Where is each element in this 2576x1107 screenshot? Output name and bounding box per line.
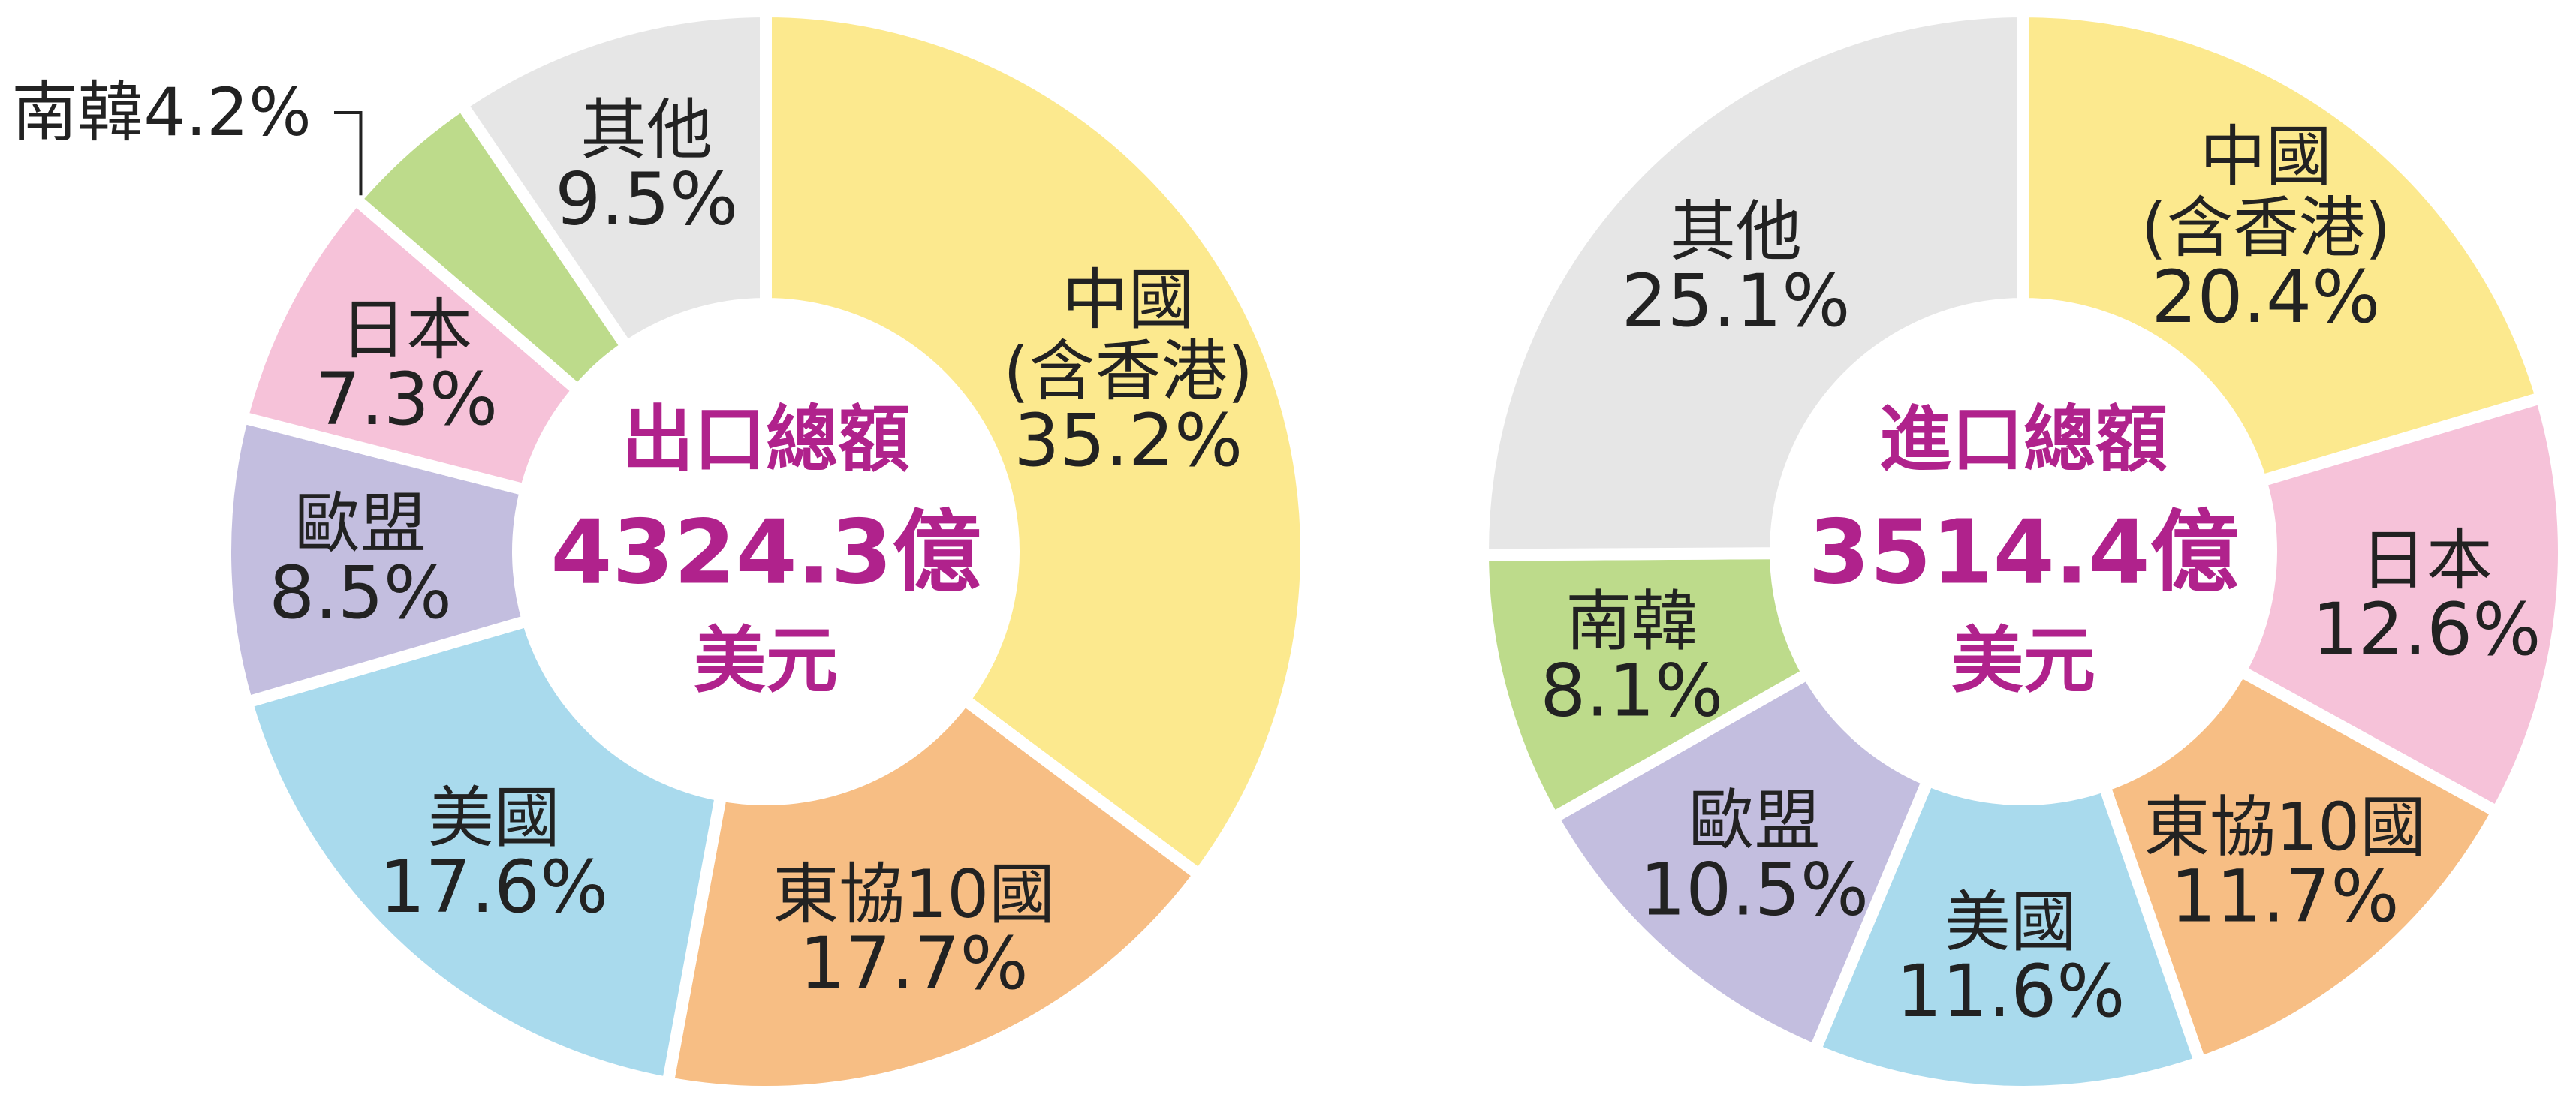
export-slice-2	[239, 613, 728, 1090]
export-slice-value-3: 8.5%	[269, 551, 452, 635]
import-slice-value-2: 11.7%	[2171, 854, 2400, 938]
export-slice-4	[234, 191, 587, 498]
import-slice-label-6-0: 其他	[1670, 193, 1802, 270]
export-slice-value-2: 17.6%	[379, 845, 608, 929]
import-slice-value-4: 10.5%	[1640, 847, 1869, 931]
import-slice-1	[2232, 390, 2570, 820]
export-center-title: 出口總額	[622, 398, 910, 482]
export-slice-label-5: 南韓4.2%	[11, 74, 312, 151]
export-slice-3	[219, 410, 536, 710]
export-slice-label-4-0: 日本	[340, 291, 472, 368]
import-slice-0	[2017, 5, 2550, 489]
import-slice-value-3: 11.6%	[1897, 949, 2126, 1033]
export-center-unit: 美元	[694, 619, 838, 703]
import-slice-value-6: 25.1%	[1621, 259, 1850, 343]
export-slice-1	[661, 691, 1208, 1098]
export-slice-label-3-0: 歐盟	[294, 485, 426, 562]
import-slice-value-5: 8.1%	[1540, 649, 1723, 733]
import-slice-label-0-0: 中國	[2200, 118, 2332, 195]
export-slice-label-1-0: 東協10國	[773, 856, 1055, 933]
import-slice-label-2-0: 東協10國	[2144, 788, 2426, 865]
import-slice-label-5-0: 南韓	[1565, 583, 1698, 660]
import-slice-label-3-0: 美國	[1945, 883, 2077, 961]
import-slice-6	[1477, 5, 2029, 561]
export-slice-label-0-1: (含香港)	[1003, 332, 1253, 410]
export-leader-line	[334, 111, 363, 196]
import-center-unit: 美元	[1951, 619, 2095, 703]
import-slice-value-0: 20.4%	[2151, 255, 2380, 339]
import-slice-label-1-0: 日本	[2361, 522, 2493, 599]
import-slice-label-4-0: 歐盟	[1689, 781, 1821, 859]
import-slice-5	[1476, 547, 1816, 826]
import-slice-label-0-1: (含香港)	[2141, 189, 2391, 266]
import-slice-2	[2096, 663, 2505, 1070]
export-slice-label-0-0: 中國	[1062, 261, 1195, 338]
export-slice-label-6-0: 其他	[580, 91, 713, 168]
export-slice-label-2-0: 美國	[428, 779, 560, 856]
import-slice-3	[1806, 772, 2208, 1098]
import-slice-value-1: 12.6%	[2312, 588, 2541, 672]
export-slice-0	[760, 5, 1312, 883]
export-slice-value-1: 17.7%	[800, 922, 1029, 1006]
export-center-value: 4324.3億	[550, 500, 981, 603]
import-center-title: 進口總額	[1879, 398, 2168, 482]
export-slice-value-0: 35.2%	[1014, 399, 1243, 483]
export-slice-value-4: 7.3%	[315, 357, 498, 441]
import-center-value: 3514.4億	[1808, 500, 2238, 603]
export-slice-6	[453, 5, 772, 356]
export-slice-value-6: 9.5%	[555, 157, 738, 241]
